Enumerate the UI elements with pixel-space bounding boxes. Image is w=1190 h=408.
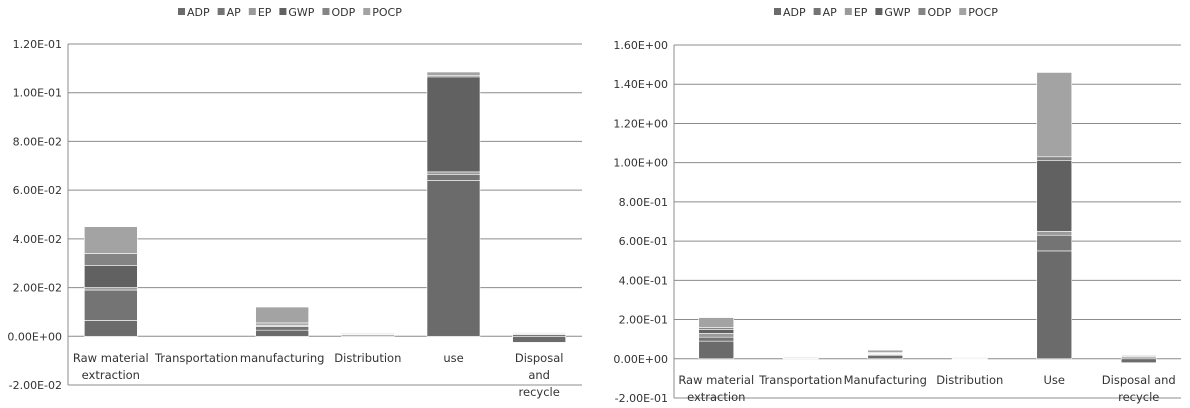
y-tick-label: 1.40E+00 [613,78,668,91]
bar-segment-pocp [698,317,735,328]
legend-swatch-ap [813,8,821,15]
y-tick-label: 1.20E-01 [13,38,62,51]
x-category-label: Distribution [334,351,401,365]
x-category-label: Raw material [678,373,754,387]
legend-swatch-adp [774,8,781,15]
bar-segment-ap [426,174,481,181]
bar-segment-ap [698,336,735,342]
x-category-label: Disposal [515,351,564,365]
bar-segment-adp [255,329,309,337]
legend-label-ep: EP [854,6,868,19]
legend-label-ap: AP [227,6,242,19]
bar-segment-ap [255,326,309,331]
y-tick-label: 8.00E-02 [13,135,62,148]
bar-segment-odp [1036,156,1073,162]
bar-segment-pocp [1036,72,1073,158]
bar-segment-ep [84,287,138,291]
legend-swatch-odp [322,8,330,15]
legend-label-adp: ADP [783,6,806,19]
legend-swatch-pocp [363,8,371,15]
legend-swatch-gwp [279,8,287,15]
bar-segment-pocp [255,306,309,324]
bar-segment-adp [867,354,904,360]
chart-panel-left: -2.00E-02 0.00E+00 2.00E-02 4.00E-02 6.00E-0… [7,6,582,399]
bar-segment-pocp [782,356,819,359]
bar-segment-adp [426,180,481,337]
x-category-label: extraction [82,368,140,382]
bar-segment-pocp [341,332,395,335]
legend-label-odp: ODP [927,6,951,19]
x-category-label: Distribution [936,373,1003,387]
y-tick-label: 6.00E-02 [13,184,62,197]
bar-segment-ap [1036,234,1073,252]
legend-swatch-ap [217,8,225,15]
bar-segment-adp [512,335,566,343]
legend-label-adp: ADP [187,6,210,19]
bar-segment-ep [698,332,735,338]
legend-label-gwp: GWP [288,6,314,19]
y-tick-label: 1.00E+00 [613,157,668,170]
bar-segment-pocp [426,71,481,76]
bar-segment-gwp [1036,160,1073,232]
x-category-label: use [443,351,463,365]
legend-label-ep: EP [258,6,272,19]
x-category-label: recycle [519,385,560,399]
legend-swatch-odp [918,8,926,15]
legend-swatch-pocp [959,8,967,15]
legend-label-ap: AP [823,6,838,19]
bar-segment-pocp [512,332,566,334]
y-tick-label: 1.00E-01 [13,87,62,100]
y-tick-label: -2.00E-01 [615,392,668,405]
y-tick-label: 1.20E+00 [613,117,668,130]
bar-segment-pocp [1120,354,1157,356]
bar-segment-pocp [84,226,138,254]
bar-segment-ap [84,289,138,321]
legend-swatch-gwp [875,8,883,15]
chart-panel-right: -2.00E-01 0.00E+00 2.00E-01 4.00E-01 6.00E-0… [597,0,1190,408]
bar-segment-gwp [426,76,481,173]
x-category-label: Disposal and [1102,373,1176,387]
x-category-label: Transportation [154,351,238,365]
x-category-label: Raw material [73,351,149,365]
legend-label-pocp: POCP [372,6,402,19]
bar-segment-pocp [867,349,904,353]
y-tick-label: 0.00E+00 [7,330,62,343]
y-tick-label: 2.00E-02 [13,282,62,295]
bar-segment-gwp [698,329,735,334]
legend-label-pocp: POCP [968,6,998,19]
lca-stacked-bar-chart-right: -2.00E-01 0.00E+00 2.00E-01 4.00E-01 6.00E-0… [613,6,1181,405]
bar-segment-ep [1036,231,1073,236]
bar-segment-gwp [84,265,138,288]
y-tick-label: 6.00E-01 [619,235,668,248]
x-category-label: manufacturing [240,351,325,365]
y-tick-label: 8.00E-01 [619,196,668,209]
y-tick-label: 0.00E+00 [613,353,668,366]
bar-segment-adp [698,340,735,360]
y-tick-label: 1.60E+00 [613,39,668,52]
x-category-label: Use [1044,373,1065,387]
bar-segment-adp [84,320,138,337]
y-tick-label: -2.00E-02 [9,379,62,392]
bar-segment-odp [84,253,138,266]
legend-label-gwp: GWP [884,6,910,19]
bar-segment-pocp [951,357,988,359]
legend-swatch-adp [178,8,185,15]
bar-segment-adp [1036,250,1073,360]
x-category-label: Transportation [758,373,842,387]
legend-swatch-ep [844,8,852,15]
legend-label-odp: ODP [331,6,355,19]
bar-segment-adp [1120,358,1157,363]
bar-segment-ep [426,171,481,175]
lca-stacked-bar-chart-left: -2.00E-02 0.00E+00 2.00E-02 4.00E-02 6.00E-0… [7,6,582,399]
y-tick-label: 2.00E-01 [619,314,668,327]
x-category-label: and [528,368,550,382]
x-category-label: extraction [687,390,745,404]
legend-swatch-ep [248,8,256,15]
y-tick-label: 4.00E-02 [13,233,62,246]
x-category-label: Manufacturing [844,373,927,387]
y-tick-label: 4.00E-01 [619,274,668,287]
x-category-label: recycle [1118,390,1159,404]
